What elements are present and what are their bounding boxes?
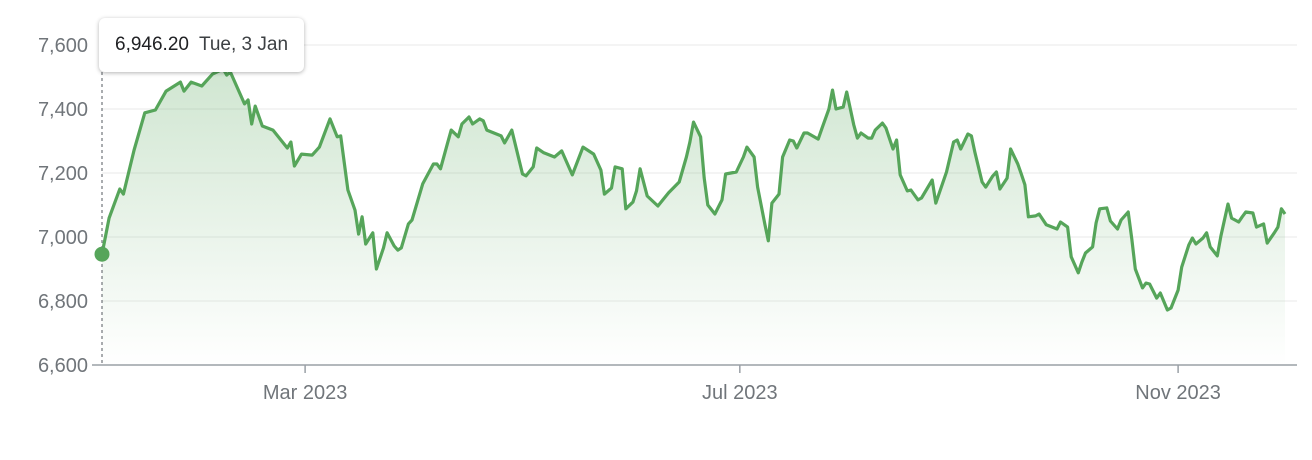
tooltip-date: Tue, 3 Jan [198,34,289,55]
price-line [100,67,1287,312]
y-tick-label: 6,600 [38,355,88,377]
hover-tooltip: 6,946.20 Tue, 3 Jan [99,18,305,72]
y-tick-label: 7,600 [38,35,88,57]
y-tick-label: 7,400 [38,99,88,121]
price-area-fill [102,69,1285,365]
tooltip-value: 6,946.20 [115,34,189,55]
y-axis-ticks: 6,600 6,800 7,000 7,200 7,400 7,600 [38,35,88,377]
x-tick-label: Jul 2023 [702,382,778,404]
x-axis-ticks: Mar 2023 Jul 2023 Nov 2023 [263,365,1221,404]
x-tick-label: Mar 2023 [263,382,348,404]
y-tick-label: 7,000 [38,227,88,249]
x-tick-label: Nov 2023 [1135,382,1221,404]
hover-point [94,246,110,262]
y-tick-label: 6,800 [38,291,88,313]
y-tick-label: 7,200 [38,163,88,185]
